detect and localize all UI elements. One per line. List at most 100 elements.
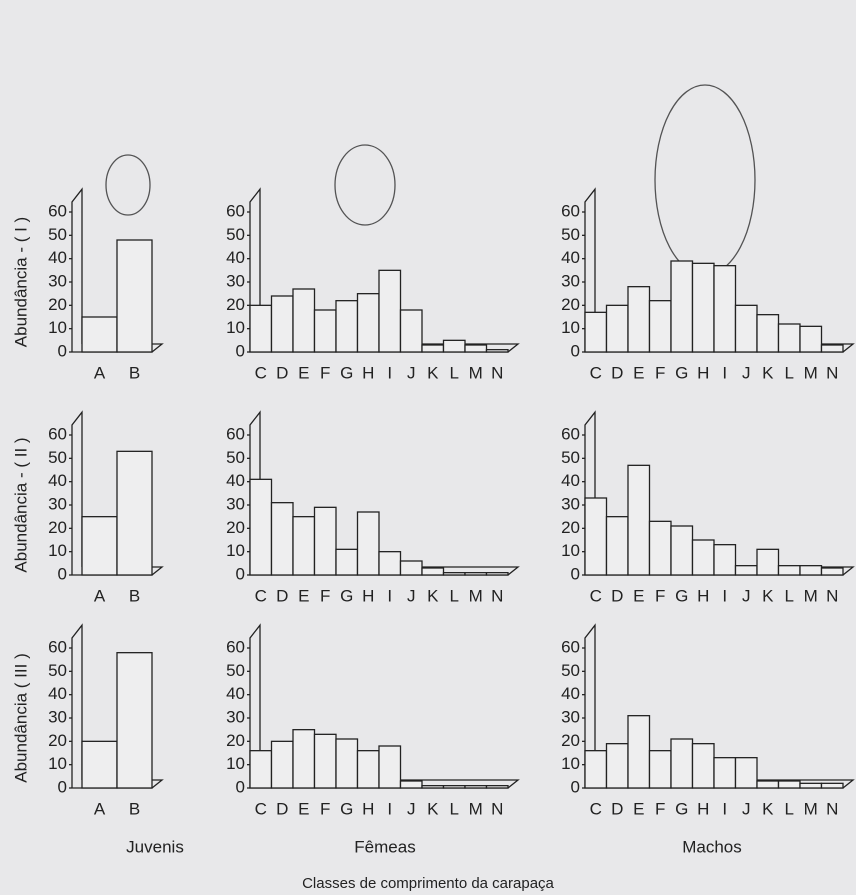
axis-wall	[71, 410, 83, 575]
y-tick-label: 10	[561, 754, 580, 773]
bar	[820, 567, 844, 576]
x-tick-label: J	[742, 799, 751, 818]
bar	[442, 785, 466, 789]
bar	[81, 316, 118, 353]
y-tick-label: 20	[561, 295, 580, 314]
bar	[584, 750, 608, 789]
bar	[670, 260, 694, 353]
bar	[116, 450, 153, 576]
x-tick-label: E	[298, 363, 309, 382]
bar	[116, 239, 153, 353]
bar	[442, 572, 466, 576]
bar	[734, 565, 758, 576]
row-label: Abundância ( III )	[11, 653, 30, 782]
bar	[648, 300, 672, 353]
bar	[378, 551, 402, 576]
bar	[627, 464, 651, 576]
bar	[777, 565, 801, 576]
bar	[734, 304, 758, 353]
x-tick-label: E	[298, 799, 309, 818]
x-tick-label: F	[655, 363, 665, 382]
bar	[820, 782, 844, 789]
y-tick-label: 0	[236, 341, 245, 360]
y-tick-label: 20	[48, 731, 67, 750]
bar	[270, 740, 294, 789]
x-tick-label: E	[633, 586, 644, 605]
y-tick-label: 0	[58, 564, 67, 583]
y-tick-label: 30	[561, 494, 580, 513]
y-tick-label: 20	[48, 295, 67, 314]
crab-juvenile	[105, 154, 151, 216]
x-tick-label: G	[675, 799, 688, 818]
y-tick-label: 60	[561, 201, 580, 220]
y-tick-label: 10	[48, 541, 67, 560]
bar	[421, 785, 445, 789]
y-tick-label: 40	[561, 471, 580, 490]
x-tick-label: N	[826, 363, 838, 382]
x-tick-label: C	[590, 363, 602, 382]
y-tick-label: 0	[236, 564, 245, 583]
bar	[378, 745, 402, 789]
x-tick-label: K	[762, 799, 774, 818]
y-tick-label: 0	[571, 564, 580, 583]
y-tick-label: 60	[561, 637, 580, 656]
bar	[292, 288, 316, 353]
y-tick-label: 0	[571, 341, 580, 360]
bar	[734, 757, 758, 789]
column-label: Fêmeas	[354, 837, 415, 856]
bar	[399, 560, 423, 576]
axis-wall	[71, 623, 83, 788]
x-tick-label: I	[722, 799, 727, 818]
x-tick-label: K	[427, 799, 439, 818]
y-tick-label: 0	[58, 777, 67, 796]
x-tick-label: M	[804, 363, 818, 382]
x-tick-label: D	[276, 363, 288, 382]
x-tick-label: C	[255, 586, 267, 605]
x-tick-label: A	[94, 363, 106, 382]
y-tick-label: 60	[226, 637, 245, 656]
bar	[116, 652, 153, 789]
bar	[584, 311, 608, 353]
bar	[442, 339, 466, 353]
x-tick-label: E	[298, 586, 309, 605]
x-tick-label: M	[469, 363, 483, 382]
x-tick-label: D	[276, 586, 288, 605]
x-tick-label: B	[129, 363, 140, 382]
bar	[799, 782, 823, 789]
bar	[799, 325, 823, 353]
bar	[670, 738, 694, 789]
y-tick-label: 50	[48, 661, 67, 680]
y-tick-label: 30	[561, 271, 580, 290]
y-tick-label: 10	[48, 318, 67, 337]
x-tick-label: C	[590, 799, 602, 818]
bar	[756, 314, 780, 353]
bar	[605, 304, 629, 353]
y-tick-label: 40	[48, 248, 67, 267]
y-tick-label: 50	[226, 448, 245, 467]
x-tick-label: H	[362, 799, 374, 818]
x-tick-label: D	[611, 799, 623, 818]
x-tick-label: E	[633, 363, 644, 382]
y-tick-label: 50	[48, 448, 67, 467]
y-tick-label: 30	[226, 494, 245, 513]
y-tick-label: 40	[226, 471, 245, 490]
column-label: Machos	[682, 837, 742, 856]
x-tick-label: M	[469, 799, 483, 818]
bar	[356, 511, 380, 576]
bar	[249, 304, 273, 353]
x-tick-label: J	[742, 363, 751, 382]
bar	[464, 572, 488, 576]
y-tick-label: 60	[48, 637, 67, 656]
x-tick-label: M	[804, 799, 818, 818]
y-tick-label: 60	[226, 201, 245, 220]
x-tick-label: H	[697, 363, 709, 382]
bar	[756, 548, 780, 576]
bar	[421, 567, 445, 576]
column-label: Juvenis	[126, 837, 184, 856]
y-tick-label: 30	[48, 707, 67, 726]
y-tick-label: 20	[226, 295, 245, 314]
y-tick-label: 20	[48, 518, 67, 537]
bar	[464, 785, 488, 789]
y-tick-label: 60	[226, 424, 245, 443]
